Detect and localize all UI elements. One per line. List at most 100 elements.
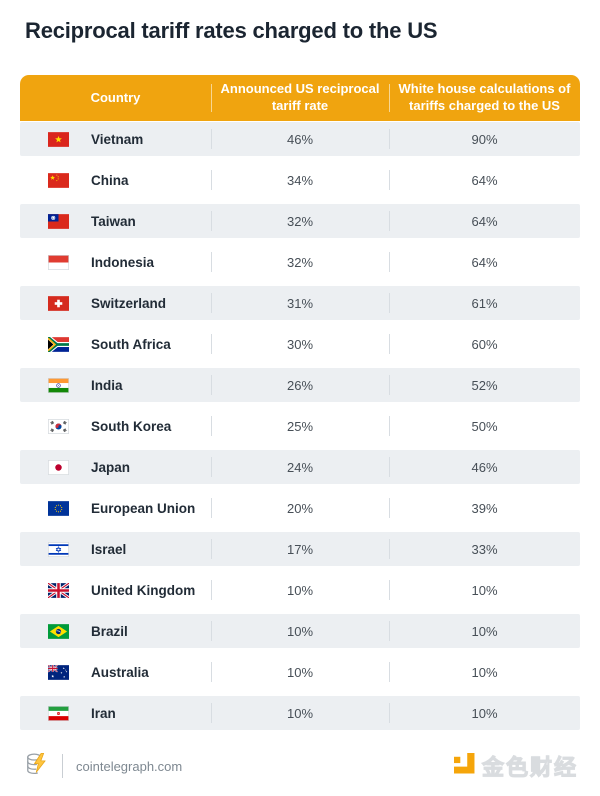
- announced-rate-value: 10%: [211, 655, 389, 689]
- white-house-rate-value: 10%: [389, 614, 580, 648]
- announced-rate-value: 26%: [211, 368, 389, 402]
- country-cell: Vietnam: [20, 122, 211, 156]
- country-name: United Kingdom: [91, 582, 196, 598]
- country-name: Israel: [91, 541, 127, 557]
- country-name: Switzerland: [91, 295, 167, 311]
- flag-australia-icon: [48, 664, 69, 680]
- table-row-south-korea: South Korea 25% 50%: [20, 409, 580, 443]
- source-attribution: cointelegraph.com: [25, 752, 182, 781]
- table-row-united-kingdom: United Kingdom 10% 10%: [20, 573, 580, 607]
- announced-rate-value: 20%: [211, 491, 389, 525]
- country-cell: Japan: [20, 450, 211, 484]
- footer: cointelegraph.com 金色财经: [0, 744, 600, 788]
- country-name: China: [91, 172, 129, 188]
- header-country: Country: [90, 89, 141, 105]
- white-house-rate-value: 64%: [389, 245, 580, 279]
- flag-indonesia-icon: [48, 254, 69, 270]
- country-name: Vietnam: [91, 131, 144, 147]
- announced-rate-value: 31%: [211, 286, 389, 320]
- source-url: cointelegraph.com: [76, 758, 183, 774]
- header-announced-rate: Announced US reciprocal tariff rate: [211, 75, 389, 121]
- table-row-india: India 26% 52%: [20, 368, 580, 402]
- header-white-house-calculations: White house calculations of tariffs char…: [389, 75, 580, 121]
- country-cell: Australia: [20, 655, 211, 689]
- country-name: South Korea: [91, 418, 172, 434]
- country-name: Indonesia: [91, 254, 155, 270]
- table-row-south-africa: South Africa 30% 60%: [20, 327, 580, 361]
- country-name: Taiwan: [91, 213, 136, 229]
- flag-taiwan-icon: [48, 213, 69, 229]
- country-cell: Switzerland: [20, 286, 211, 320]
- announced-rate-value: 30%: [211, 327, 389, 361]
- white-house-rate-value: 33%: [389, 532, 580, 566]
- country-cell: South Africa: [20, 327, 211, 361]
- country-cell: Brazil: [20, 614, 211, 648]
- flag-israel-icon: [48, 541, 69, 557]
- flag-japan-icon: [48, 459, 69, 475]
- flag-china-icon: [48, 172, 69, 188]
- table-header: Country Announced US reciprocal tariff r…: [20, 75, 580, 121]
- white-house-rate-value: 52%: [389, 368, 580, 402]
- flag-south-korea-icon: [48, 418, 69, 434]
- country-cell: Taiwan: [20, 204, 211, 238]
- table-row-israel: Israel 17% 33%: [20, 532, 580, 566]
- table-row-vietnam: Vietnam 46% 90%: [20, 122, 580, 156]
- flag-european-union-icon: [48, 500, 69, 516]
- table-row-indonesia: Indonesia 32% 64%: [20, 245, 580, 279]
- table-row-australia: Australia 10% 10%: [20, 655, 580, 689]
- country-cell: Indonesia: [20, 245, 211, 279]
- white-house-rate-value: 10%: [389, 655, 580, 689]
- flag-india-icon: [48, 377, 69, 393]
- footer-divider: [62, 754, 63, 778]
- page-title: Reciprocal tariff rates charged to the U…: [25, 18, 438, 43]
- country-name: European Union: [91, 500, 196, 516]
- announced-rate-value: 10%: [211, 696, 389, 730]
- table-row-taiwan: Taiwan 32% 64%: [20, 204, 580, 238]
- table-row-european-union: European Union 20% 39%: [20, 491, 580, 525]
- jinse-logo-icon: [453, 753, 475, 779]
- jinse-watermark-text: 金色财经: [481, 755, 578, 781]
- flag-iran-icon: [48, 705, 69, 721]
- white-house-rate-value: 46%: [389, 450, 580, 484]
- flag-vietnam-icon: [48, 131, 69, 147]
- country-name: Brazil: [91, 623, 128, 639]
- country-cell: China: [20, 163, 211, 197]
- table-row-china: China 34% 64%: [20, 163, 580, 197]
- white-house-rate-value: 60%: [389, 327, 580, 361]
- table-row-brazil: Brazil 10% 10%: [20, 614, 580, 648]
- country-cell: Iran: [20, 696, 211, 730]
- country-cell: Israel: [20, 532, 211, 566]
- announced-rate-value: 32%: [211, 204, 389, 238]
- table-body: Vietnam 46% 90% China 34% 64% Taiwan 32%…: [20, 122, 580, 730]
- table-row-iran: Iran 10% 10%: [20, 696, 580, 730]
- country-cell: United Kingdom: [20, 573, 211, 607]
- white-house-rate-value: 61%: [389, 286, 580, 320]
- country-cell: India: [20, 368, 211, 402]
- white-house-rate-value: 39%: [389, 491, 580, 525]
- country-name: Iran: [91, 705, 116, 721]
- announced-rate-value: 25%: [211, 409, 389, 443]
- country-name: India: [91, 377, 123, 393]
- announced-rate-value: 10%: [211, 614, 389, 648]
- flag-united-kingdom-icon: [48, 582, 69, 598]
- announced-rate-value: 46%: [211, 122, 389, 156]
- white-house-rate-value: 90%: [389, 122, 580, 156]
- announced-rate-value: 10%: [211, 573, 389, 607]
- jinse-watermark: 金色财经: [453, 750, 578, 782]
- announced-rate-value: 17%: [211, 532, 389, 566]
- white-house-rate-value: 64%: [389, 163, 580, 197]
- table-row-switzerland: Switzerland 31% 61%: [20, 286, 580, 320]
- announced-rate-value: 24%: [211, 450, 389, 484]
- country-cell: European Union: [20, 491, 211, 525]
- country-name: South Africa: [91, 336, 171, 352]
- white-house-rate-value: 10%: [389, 573, 580, 607]
- table-row-japan: Japan 24% 46%: [20, 450, 580, 484]
- white-house-rate-value: 50%: [389, 409, 580, 443]
- flag-south-africa-icon: [48, 336, 69, 352]
- cointelegraph-logo-icon: [25, 752, 49, 781]
- announced-rate-value: 32%: [211, 245, 389, 279]
- country-name: Australia: [91, 664, 149, 680]
- country-cell: South Korea: [20, 409, 211, 443]
- announced-rate-value: 34%: [211, 163, 389, 197]
- flag-switzerland-icon: [48, 295, 69, 311]
